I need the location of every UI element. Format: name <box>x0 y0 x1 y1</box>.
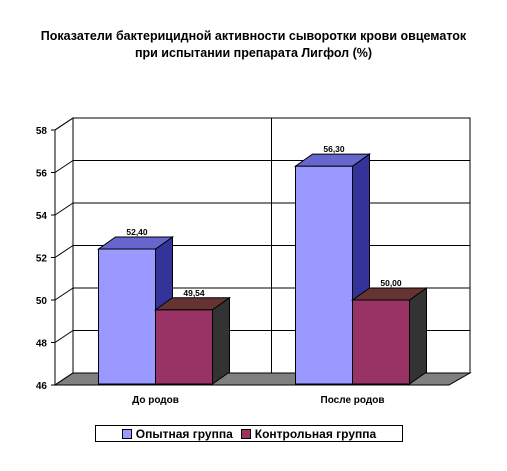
data-label: 52,40 <box>126 227 148 237</box>
bar-control-1 <box>352 299 410 385</box>
legend: Опытная группа Контрольная группа <box>95 425 403 442</box>
y-tick-label: 56 <box>36 169 48 180</box>
legend-swatch-experimental <box>121 428 132 439</box>
bar-control-0 <box>155 309 213 385</box>
bar-top <box>96 236 175 250</box>
bar-top <box>293 153 372 167</box>
bar-top <box>350 287 429 301</box>
legend-label-experimental: Опытная группа <box>135 426 233 441</box>
legend-item-control: Контрольная группа <box>240 426 377 441</box>
gridline-side <box>54 160 74 173</box>
bar-experimental-0 <box>98 248 156 385</box>
y-tick-label: 54 <box>36 211 48 222</box>
y-tick-label: 50 <box>36 296 48 307</box>
gridline-side <box>54 117 74 131</box>
legend-label-control: Контрольная группа <box>254 426 377 441</box>
gridline-side <box>54 202 74 216</box>
gridline-side <box>54 245 74 258</box>
bar-top <box>153 297 232 311</box>
gridline-side <box>54 330 74 343</box>
y-tick-label: 58 <box>36 126 48 137</box>
y-tick-label: 52 <box>36 254 48 265</box>
bar-side <box>409 287 427 385</box>
data-label: 56,30 <box>323 144 345 154</box>
legend-swatch-control <box>240 428 251 439</box>
bar-side <box>212 296 230 385</box>
y-tick-label: 48 <box>36 339 48 350</box>
chart-title: Показатели бактерицидной активности сыво… <box>40 29 467 60</box>
x-category-label: После родов <box>321 395 385 406</box>
x-category-label: До родов <box>132 395 179 406</box>
data-label: 49,54 <box>183 288 205 298</box>
y-tick-label: 46 <box>36 381 48 392</box>
data-label: 50,00 <box>380 278 402 288</box>
gridline-side <box>54 287 74 301</box>
legend-item-experimental: Опытная группа <box>121 426 233 441</box>
bar-experimental-1 <box>295 165 353 385</box>
